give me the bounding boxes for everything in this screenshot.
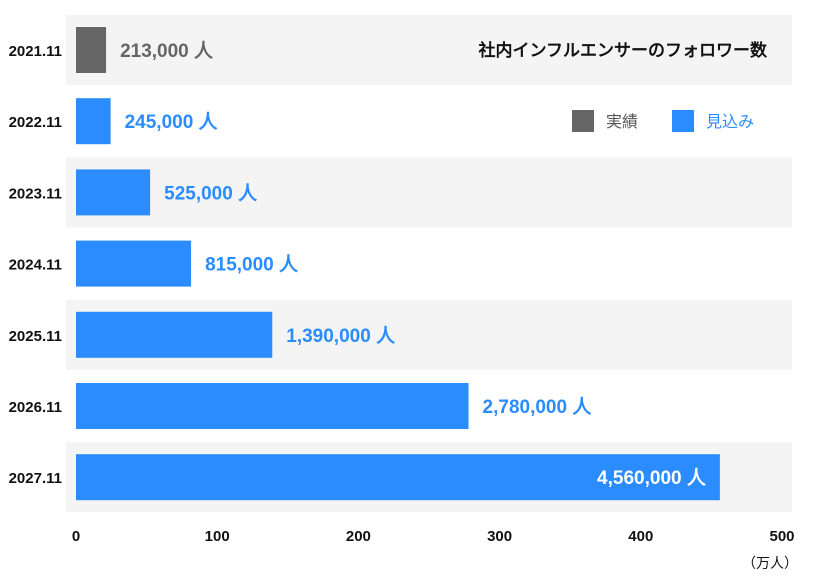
data-label: 815,000 人 [205,254,299,276]
data-label: 1,390,000 人 [286,325,396,347]
x-tick-label: 200 [346,528,371,545]
category-label: 2024.11 [9,257,62,274]
x-tick-label: 400 [628,528,653,545]
bar-2023.11 [76,169,151,216]
x-tick-label: 300 [487,528,512,545]
x-tick-label: 0 [72,528,80,545]
data-label: 4,560,000 人 [597,467,707,489]
data-label: 525,000 人 [164,182,258,204]
row-bands [66,15,792,513]
data-label: 2,780,000 人 [483,396,593,418]
bar-2022.11 [76,98,111,145]
x-axis-unit: （万人） [742,556,798,572]
bar-2024.11 [76,240,192,287]
category-label: 2022.11 [9,114,62,131]
category-labels: 2021.11 2022.11 2023.11 2024.11 2025.11 2026.… [9,43,62,487]
legend-swatch-forecast [672,110,694,132]
category-label: 2027.11 [9,470,62,487]
x-tick-label: 100 [205,528,230,545]
row-band [66,15,792,85]
bar-2027.11 [76,454,720,501]
category-label: 2025.11 [9,328,62,345]
category-label: 2026.11 [9,399,62,416]
data-label: 213,000 人 [120,40,214,62]
bar-2025.11 [76,311,273,358]
legend-label-forecast: 見込み [706,112,754,131]
legend-swatch-actual [572,110,594,132]
row-band [66,157,792,228]
bars [76,27,720,501]
x-axis-ticks: 0 100 200 300 400 500 [72,528,795,545]
chart-title: 社内インフルエンサーのフォロワー数 [478,40,768,61]
category-label: 2021.11 [9,43,62,60]
data-labels: 213,000 人 245,000 人 525,000 人 815,000 人 1,39… [120,40,707,489]
data-label: 245,000 人 [125,111,219,133]
bar-2026.11 [76,383,469,429]
bar-2021.11 [76,27,107,73]
x-tick-label: 500 [769,528,794,545]
legend-label-actual: 実績 [606,112,638,131]
category-label: 2023.11 [9,185,62,202]
legend: 実績 見込み [572,110,754,132]
